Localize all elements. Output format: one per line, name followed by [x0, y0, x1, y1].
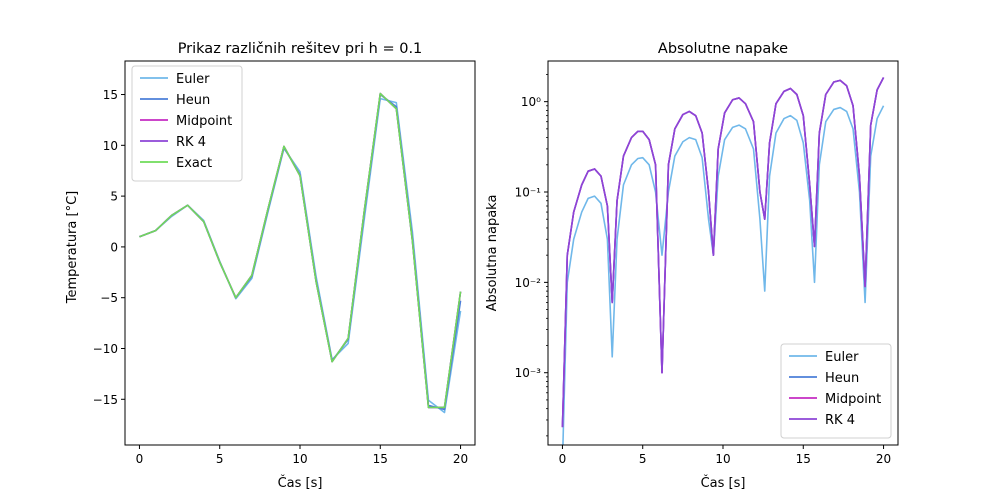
right-series-group: [561, 77, 885, 445]
left-legend-label: Exact: [176, 156, 212, 171]
left-xtick-label: 15: [373, 452, 388, 466]
right-series-euler: [562, 105, 885, 445]
right-xtick-label: 20: [876, 452, 891, 466]
right-ytick-label: 10⁻³: [515, 366, 542, 380]
left-legend-label: Heun: [176, 93, 210, 108]
left-xtick-label: 0: [136, 452, 144, 466]
left-xtick-label: 10: [292, 452, 307, 466]
right-series-rk-4: [561, 77, 885, 428]
left-ytick-label: 0: [110, 240, 118, 254]
right-legend-box: [780, 343, 892, 439]
left-xtick-label: 5: [216, 452, 224, 466]
right-chart-title: Absolutne napake: [658, 41, 788, 57]
right-chart-xlabel: Čas [s]: [701, 475, 746, 491]
left-ytick-label: 15: [103, 88, 118, 102]
left-legend-label: Midpoint: [176, 114, 232, 129]
left-ytick-label: 5: [110, 190, 118, 204]
right-legend-label: Heun: [825, 371, 859, 386]
right-xtick-label: 5: [639, 452, 647, 466]
right-ytick-label: 10⁻¹: [515, 186, 542, 200]
left-ytick-label: 10: [103, 139, 118, 153]
left-series-exact: [139, 92, 462, 409]
left-xtick-label: 20: [453, 452, 468, 466]
left-legend-box: [131, 65, 243, 182]
right-ytick-label: 10⁰: [521, 95, 541, 109]
right-legend-label: Midpoint: [825, 392, 881, 407]
right-ytick-label: 10⁻²: [515, 276, 542, 290]
left-legend-label: Euler: [176, 72, 210, 87]
left-series-group: [139, 92, 462, 414]
right-xtick-label: 0: [559, 452, 567, 466]
right-legend-label: RK 4: [825, 413, 855, 428]
right-legend: Euler Heun Midpoint RK 4: [780, 343, 892, 439]
right-xtick-label: 15: [796, 452, 811, 466]
left-legend-label: RK 4: [176, 135, 206, 150]
left-legend: Euler Heun Midpoint RK 4 Exact: [131, 65, 243, 182]
right-chart-ylabel: Absolutna napaka: [485, 195, 500, 312]
right-xtick-label: 10: [715, 452, 730, 466]
left-chart-panel: Prikaz različnih rešitev pri h = 0.1 Čas…: [65, 41, 476, 491]
left-chart-xlabel: Čas [s]: [278, 475, 323, 491]
right-legend-label: Euler: [825, 350, 859, 365]
left-chart-ylabel: Temperatura [°C]: [65, 191, 80, 304]
left-ytick-label: −5: [100, 291, 118, 305]
left-chart-title: Prikaz različnih rešitev pri h = 0.1: [178, 41, 423, 57]
left-ytick-label: −15: [93, 393, 118, 407]
right-chart-panel: Absolutne napake Čas [s] Absolutna napak…: [485, 41, 899, 491]
left-ytick-label: −10: [93, 342, 118, 356]
